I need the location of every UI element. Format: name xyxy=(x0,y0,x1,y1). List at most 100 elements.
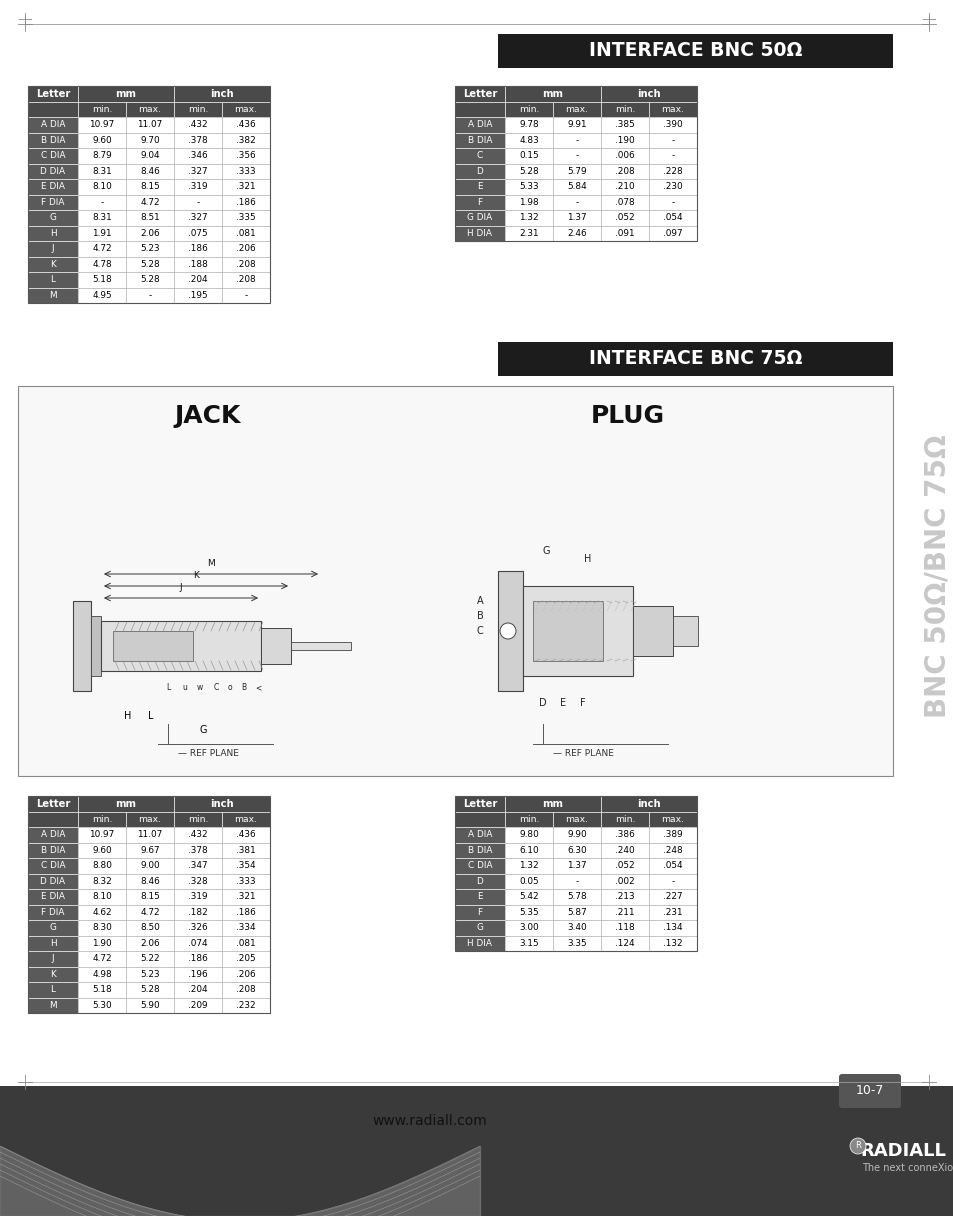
Text: 5.79: 5.79 xyxy=(567,167,586,176)
Text: inch: inch xyxy=(637,799,660,809)
Text: C DIA: C DIA xyxy=(467,861,492,871)
Text: 5.18: 5.18 xyxy=(92,275,112,285)
Text: u: u xyxy=(182,683,187,692)
Text: 9.78: 9.78 xyxy=(518,120,538,129)
Bar xyxy=(126,843,173,858)
Text: G: G xyxy=(50,923,56,933)
Text: mm: mm xyxy=(115,799,136,809)
Bar xyxy=(600,148,648,163)
Bar xyxy=(504,827,553,843)
Bar xyxy=(173,873,222,889)
Text: L: L xyxy=(148,711,153,721)
Bar xyxy=(553,179,600,195)
Bar xyxy=(126,967,173,983)
Bar xyxy=(173,811,222,827)
Text: 9.80: 9.80 xyxy=(518,831,538,839)
Bar xyxy=(173,796,270,811)
Bar xyxy=(78,272,126,287)
Bar xyxy=(222,858,270,873)
Text: max.: max. xyxy=(565,815,588,823)
Bar xyxy=(553,921,600,935)
Bar xyxy=(600,225,648,241)
Text: 9.00: 9.00 xyxy=(140,861,160,871)
Text: .346: .346 xyxy=(188,151,208,161)
Text: F DIA: F DIA xyxy=(41,198,65,207)
Bar xyxy=(173,86,270,101)
Bar xyxy=(600,163,648,179)
Bar xyxy=(78,921,126,935)
Bar xyxy=(455,811,504,827)
Bar xyxy=(600,843,648,858)
Bar xyxy=(553,148,600,163)
Bar xyxy=(126,935,173,951)
Text: 10-7: 10-7 xyxy=(855,1085,883,1098)
Text: A DIA: A DIA xyxy=(467,831,492,839)
Bar xyxy=(553,163,600,179)
Text: 4.72: 4.72 xyxy=(140,198,160,207)
Text: INTERFACE BNC 75Ω: INTERFACE BNC 75Ω xyxy=(588,349,801,368)
Text: 5.22: 5.22 xyxy=(140,955,160,963)
Text: B DIA: B DIA xyxy=(41,136,65,145)
Bar xyxy=(455,935,504,951)
Text: K: K xyxy=(51,260,56,269)
Bar xyxy=(173,921,222,935)
Text: .378: .378 xyxy=(188,136,208,145)
Bar xyxy=(126,195,173,210)
Bar xyxy=(78,179,126,195)
Bar xyxy=(553,195,600,210)
Text: .436: .436 xyxy=(236,120,255,129)
Text: J: J xyxy=(179,582,182,592)
Bar xyxy=(78,133,126,148)
Text: 5.23: 5.23 xyxy=(140,244,160,253)
Text: max.: max. xyxy=(138,815,161,823)
Bar xyxy=(553,101,600,117)
Text: .231: .231 xyxy=(662,908,682,917)
Text: min.: min. xyxy=(188,105,208,114)
Bar xyxy=(533,601,602,662)
Bar xyxy=(126,179,173,195)
Bar xyxy=(222,889,270,905)
Text: 9.91: 9.91 xyxy=(567,120,586,129)
Text: <: < xyxy=(254,683,261,692)
Bar xyxy=(173,272,222,287)
Bar xyxy=(222,272,270,287)
Bar xyxy=(28,117,78,133)
Text: .208: .208 xyxy=(236,985,255,995)
Bar xyxy=(101,621,261,671)
Text: .132: .132 xyxy=(662,939,682,947)
Bar xyxy=(28,86,78,101)
Text: max.: max. xyxy=(565,105,588,114)
Bar xyxy=(553,905,600,921)
Text: 6.30: 6.30 xyxy=(567,846,586,855)
Text: BNC 50Ω/BNC 75Ω: BNC 50Ω/BNC 75Ω xyxy=(923,434,951,717)
Text: .227: .227 xyxy=(662,893,682,901)
Text: 5.33: 5.33 xyxy=(518,182,538,191)
Text: JACK: JACK xyxy=(174,404,241,428)
Text: 8.31: 8.31 xyxy=(92,213,112,223)
Text: .208: .208 xyxy=(236,275,255,285)
Text: www.radiall.com: www.radiall.com xyxy=(373,1114,487,1128)
Bar xyxy=(222,843,270,858)
Text: -: - xyxy=(575,877,578,885)
Bar xyxy=(600,179,648,195)
Bar xyxy=(504,163,553,179)
Bar xyxy=(222,163,270,179)
Bar xyxy=(648,133,697,148)
Text: 8.46: 8.46 xyxy=(140,877,160,885)
Text: J: J xyxy=(51,955,54,963)
Text: 1.32: 1.32 xyxy=(518,213,538,223)
Text: -: - xyxy=(671,151,674,161)
Text: max.: max. xyxy=(138,105,161,114)
Text: 9.60: 9.60 xyxy=(92,846,112,855)
Bar xyxy=(222,921,270,935)
Text: 1.91: 1.91 xyxy=(92,229,112,238)
Bar xyxy=(126,241,173,257)
Text: E: E xyxy=(559,698,565,708)
Bar xyxy=(126,225,173,241)
Text: 3.35: 3.35 xyxy=(567,939,586,947)
Bar xyxy=(600,811,648,827)
Circle shape xyxy=(499,623,516,638)
Text: .204: .204 xyxy=(188,985,208,995)
Text: B DIA: B DIA xyxy=(41,846,65,855)
Text: F DIA: F DIA xyxy=(41,908,65,917)
